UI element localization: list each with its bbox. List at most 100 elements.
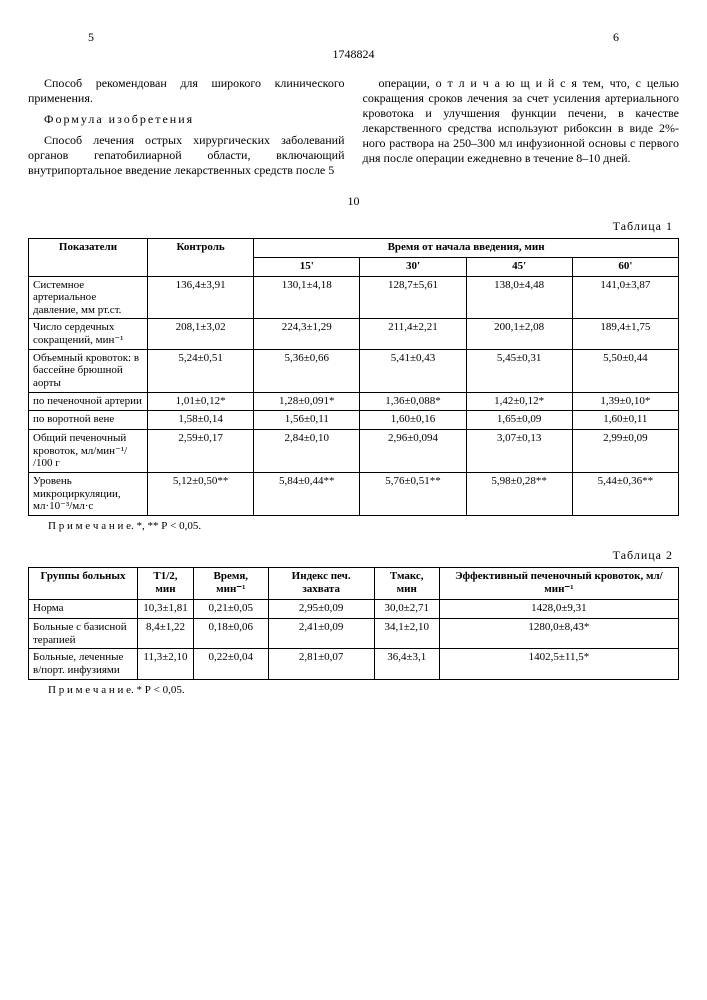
cell: 1,60±0,16 <box>360 411 466 430</box>
cell: 141,0±3,87 <box>572 276 678 319</box>
cell: 189,4±1,75 <box>572 319 678 349</box>
body-columns: Способ рекомендован для широкого клиниче… <box>28 76 679 184</box>
cell: 11,3±2,10 <box>138 649 194 679</box>
row-label: по воротной вене <box>29 411 148 430</box>
cell: 138,0±4,48 <box>466 276 572 319</box>
col-header: Тмакс, мин <box>374 567 439 600</box>
formula-heading: Формула изобретения <box>28 112 345 127</box>
col-header: Т1/2, мин <box>138 567 194 600</box>
cell: 1280,0±8,43* <box>439 618 678 648</box>
cell: 5,84±0,44** <box>254 473 360 516</box>
col-header: 60' <box>572 257 678 276</box>
row-label: Больные с базисной терапией <box>29 618 138 648</box>
para-3: операции, о т л и ч а ю щ и й с я тем, ч… <box>363 76 680 166</box>
table-2: Группы больных Т1/2, мин Время, мин⁻¹ Ин… <box>28 567 679 680</box>
cell: 1428,0±9,31 <box>439 600 678 619</box>
cell: 128,7±5,61 <box>360 276 466 319</box>
col-header: 30' <box>360 257 466 276</box>
table-row: по печеночной артерии 1,01±0,12* 1,28±0,… <box>29 392 679 411</box>
table-row: Объемный кровоток: в бассейне брюшной ао… <box>29 349 679 392</box>
cell: 5,98±0,28** <box>466 473 572 516</box>
table1-label: Таблица 1 <box>28 219 673 234</box>
col-header: Показатели <box>29 239 148 277</box>
cell: 208,1±3,02 <box>148 319 254 349</box>
cell: 2,96±0,094 <box>360 430 466 473</box>
cell: 130,1±4,18 <box>254 276 360 319</box>
doc-number: 1748824 <box>28 47 679 62</box>
table-row: Уровень микроциркуляции, мл·10⁻³/мл·с 5,… <box>29 473 679 516</box>
table-row: Группы больных Т1/2, мин Время, мин⁻¹ Ин… <box>29 567 679 600</box>
cell: 211,4±2,21 <box>360 319 466 349</box>
page-right: 6 <box>613 30 619 45</box>
cell: 1,01±0,12* <box>148 392 254 411</box>
row-label: Объемный кровоток: в бассейне брюшной ао… <box>29 349 148 392</box>
page-left: 5 <box>88 30 94 45</box>
cell: 1,65±0,09 <box>466 411 572 430</box>
cell: 2,59±0,17 <box>148 430 254 473</box>
cell: 0,18±0,06 <box>193 618 268 648</box>
cell: 0,22±0,04 <box>193 649 268 679</box>
cell: 2,95±0,09 <box>268 600 374 619</box>
cell: 2,41±0,09 <box>268 618 374 648</box>
cell: 1,42±0,12* <box>466 392 572 411</box>
cell: 1,28±0,091* <box>254 392 360 411</box>
cell: 136,4±3,91 <box>148 276 254 319</box>
cell: 5,76±0,51** <box>360 473 466 516</box>
table-row: Больные с базисной терапией 8,4±1,22 0,1… <box>29 618 679 648</box>
table2-note: П р и м е ч а н и е. * Р < 0,05. <box>32 684 679 698</box>
row-label: Норма <box>29 600 138 619</box>
cell: 1,58±0,14 <box>148 411 254 430</box>
row-label: Больные, леченные в/порт. инфузиями <box>29 649 138 679</box>
right-column: операции, о т л и ч а ю щ и й с я тем, ч… <box>363 76 680 184</box>
col-header: Контроль <box>148 239 254 277</box>
cell: 36,4±3,1 <box>374 649 439 679</box>
table-row: Число сердечных сокращений, мин⁻¹ 208,1±… <box>29 319 679 349</box>
table2-label: Таблица 2 <box>28 548 673 563</box>
row-label: Общий печеночный кровоток, мл/мин⁻¹/ /10… <box>29 430 148 473</box>
col-header: Время, мин⁻¹ <box>193 567 268 600</box>
col-header: Индекс печ. захвата <box>268 567 374 600</box>
cell: 224,3±1,29 <box>254 319 360 349</box>
cell: 2,84±0,10 <box>254 430 360 473</box>
cell: 1,36±0,088* <box>360 392 466 411</box>
cell: 5,24±0,51 <box>148 349 254 392</box>
cell: 1,39±0,10* <box>572 392 678 411</box>
para-2: Способ лечения острых хирургических забо… <box>28 133 345 178</box>
line-number-10: 10 <box>28 194 679 209</box>
col-header: Группы больных <box>29 567 138 600</box>
cell: 5,41±0,43 <box>360 349 466 392</box>
cell: 5,44±0,36** <box>572 473 678 516</box>
cell: 30,0±2,71 <box>374 600 439 619</box>
row-label: Уровень микроциркуляции, мл·10⁻³/мл·с <box>29 473 148 516</box>
table-row: по воротной вене 1,58±0,14 1,56±0,11 1,6… <box>29 411 679 430</box>
cell: 2,99±0,09 <box>572 430 678 473</box>
cell: 3,07±0,13 <box>466 430 572 473</box>
para-1: Способ рекомендован для широкого клиниче… <box>28 76 345 106</box>
col-header: 45' <box>466 257 572 276</box>
cell: 8,4±1,22 <box>138 618 194 648</box>
row-label: Системное артериальное давление, мм рт.с… <box>29 276 148 319</box>
row-label: по печеночной артерии <box>29 392 148 411</box>
col-group-header: Время от начала введения, мин <box>254 239 679 258</box>
cell: 1402,5±11,5* <box>439 649 678 679</box>
table-row: Больные, леченные в/порт. инфузиями 11,3… <box>29 649 679 679</box>
cell: 5,36±0,66 <box>254 349 360 392</box>
table-row: Показатели Контроль Время от начала введ… <box>29 239 679 258</box>
table-row: Норма 10,3±1,81 0,21±0,05 2,95±0,09 30,0… <box>29 600 679 619</box>
page-numbers: 5 6 <box>88 30 619 45</box>
cell: 34,1±2,10 <box>374 618 439 648</box>
cell: 200,1±2,08 <box>466 319 572 349</box>
cell: 2,81±0,07 <box>268 649 374 679</box>
table-row: Общий печеночный кровоток, мл/мин⁻¹/ /10… <box>29 430 679 473</box>
table-1: Показатели Контроль Время от начала введ… <box>28 238 679 516</box>
cell: 1,56±0,11 <box>254 411 360 430</box>
cell: 10,3±1,81 <box>138 600 194 619</box>
cell: 1,60±0,11 <box>572 411 678 430</box>
cell: 0,21±0,05 <box>193 600 268 619</box>
col-header: 15' <box>254 257 360 276</box>
left-column: Способ рекомендован для широкого клиниче… <box>28 76 345 184</box>
row-label: Число сердечных сокращений, мин⁻¹ <box>29 319 148 349</box>
col-header: Эффективный печеночный кровоток, мл/мин⁻… <box>439 567 678 600</box>
cell: 5,50±0,44 <box>572 349 678 392</box>
table-row: Системное артериальное давление, мм рт.с… <box>29 276 679 319</box>
